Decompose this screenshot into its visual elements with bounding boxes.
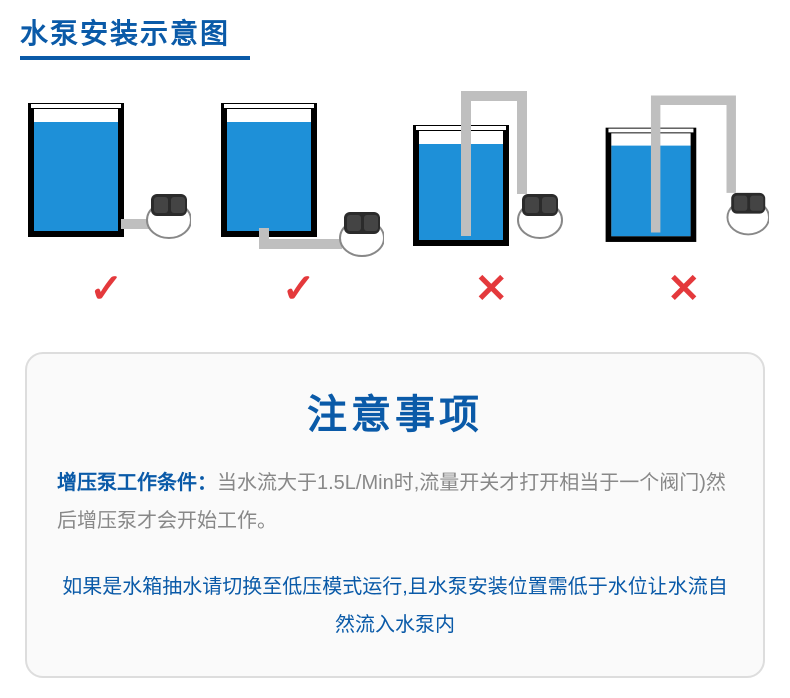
notice-label: 增压泵工作条件： (57, 472, 217, 494)
config-correct-under: ✓ (214, 88, 384, 312)
scene-4 (599, 88, 769, 258)
notice-box: 注意事项 增压泵工作条件：当水流大于1.5L/Min时,流量开关才打开相当于一个… (25, 352, 765, 678)
mark-correct-icon: ✓ (282, 266, 316, 312)
mark-correct-icon: ✓ (89, 266, 123, 312)
config-correct-bottom: ✓ (21, 88, 191, 312)
config-wrong-overtop-far: ✕ (599, 88, 769, 312)
pump-icon (147, 194, 191, 238)
scene-2 (214, 88, 384, 258)
notice-title: 注意事项 (57, 382, 733, 440)
mark-wrong-icon: ✕ (667, 266, 701, 312)
title-underline (20, 56, 250, 60)
notice-body: 增压泵工作条件：当水流大于1.5L/Min时,流量开关才打开相当于一个阀门)然后… (57, 464, 733, 540)
page-title: 水泵安装示意图 (20, 12, 770, 52)
scene-1 (21, 88, 191, 258)
diagram-row: ✓ ✓ (0, 68, 790, 322)
pump-icon (518, 194, 562, 238)
header: 水泵安装示意图 (0, 0, 790, 68)
mark-wrong-icon: ✕ (474, 266, 508, 312)
pump-icon (727, 193, 769, 235)
scene-3 (406, 88, 576, 258)
config-wrong-overtop: ✕ (406, 88, 576, 312)
pump-icon (340, 212, 384, 256)
